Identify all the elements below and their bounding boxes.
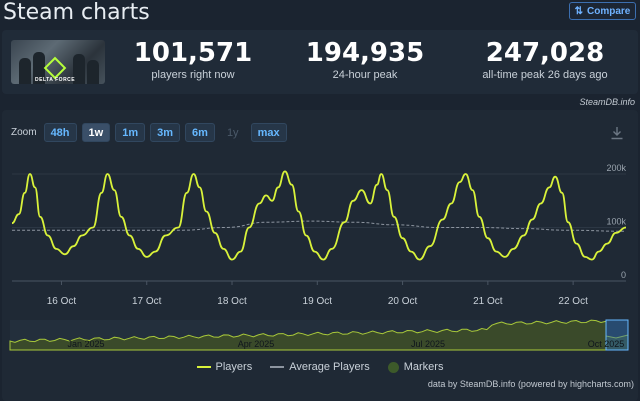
zoom-1y-button: 1y bbox=[226, 126, 239, 139]
game-logo-text: DELTA FORCE bbox=[35, 77, 76, 83]
x-axis: 16 Oct 17 Oct 18 Oct 19 Oct 20 Oct 21 Oct 22 O… bbox=[47, 281, 588, 307]
stat-label: 24-hour peak bbox=[332, 69, 398, 81]
legend-item-markers[interactable]: Markers bbox=[387, 361, 444, 373]
x-tick-label: 16 Oct bbox=[47, 296, 77, 307]
stat-label: all-time peak 26 days ago bbox=[482, 69, 608, 81]
y-tick-label: 200k bbox=[606, 163, 626, 173]
zoom-6m-button[interactable]: 6m bbox=[185, 123, 215, 142]
soldier-figure bbox=[87, 60, 99, 84]
x-tick-label: 18 Oct bbox=[217, 296, 247, 307]
compare-button[interactable]: ⇅ Compare bbox=[569, 2, 636, 20]
steamdb-credit[interactable]: SteamDB.info bbox=[579, 97, 635, 107]
stat-value: 194,935 bbox=[305, 38, 425, 68]
zoom-1m-button[interactable]: 1m bbox=[115, 123, 146, 142]
x-tick-label: 22 Oct bbox=[558, 296, 588, 307]
navigator-tick-label: Jul 2025 bbox=[411, 339, 445, 349]
chart-legend: Players Average Players Markers bbox=[0, 361, 640, 373]
y-tick-label: 0 bbox=[621, 270, 626, 280]
navigator-selection-handle[interactable] bbox=[605, 319, 629, 351]
compare-icon: ⇅ bbox=[574, 5, 584, 17]
zoom-max-button[interactable]: max bbox=[250, 123, 287, 142]
download-icon[interactable] bbox=[610, 126, 624, 140]
page-title: Steam charts bbox=[3, 0, 150, 25]
stat-value: 101,571 bbox=[133, 38, 253, 68]
zoom-controls: Zoom 48h 1w 1m 3m 6m 1y max bbox=[11, 123, 287, 142]
x-tick-label: 17 Oct bbox=[132, 296, 162, 307]
soldier-figure bbox=[33, 52, 45, 84]
legend-line-icon bbox=[270, 366, 285, 368]
zoom-3m-button[interactable]: 3m bbox=[150, 123, 181, 142]
legend-label: Players bbox=[215, 361, 253, 373]
stats-panel: DELTA FORCE 101,571 players right now 19… bbox=[2, 30, 638, 94]
navigator-tick-label: Apr 2025 bbox=[238, 339, 275, 349]
y-axis: 0 100k 200k bbox=[606, 163, 626, 280]
soldier-figure bbox=[73, 54, 85, 84]
legend-item-players[interactable]: Players bbox=[196, 361, 253, 373]
stat-value: 247,028 bbox=[485, 38, 605, 68]
stat-current-players: 101,571 players right now bbox=[123, 38, 263, 81]
y-tick-label: 100k bbox=[606, 217, 626, 227]
x-tick-label: 21 Oct bbox=[473, 296, 503, 307]
navigator-x-axis: Jan 2025 Apr 2025 Jul 2025 Oct 2025 bbox=[67, 339, 624, 349]
legend-line-icon bbox=[196, 366, 211, 368]
zoom-1w-button[interactable]: 1w bbox=[81, 123, 111, 142]
navigator[interactable]: Jan 2025 Apr 2025 Jul 2025 Oct 2025 bbox=[9, 319, 629, 351]
game-thumbnail[interactable]: DELTA FORCE bbox=[11, 40, 105, 84]
compare-label: Compare bbox=[587, 5, 631, 17]
legend-label: Markers bbox=[403, 361, 444, 373]
chart-gridlines bbox=[12, 173, 626, 282]
stat-all-time-peak: 247,028 all-time peak 26 days ago bbox=[465, 38, 625, 81]
data-credit[interactable]: data by SteamDB.info (powered by highcha… bbox=[427, 379, 634, 389]
players-line bbox=[11, 170, 627, 261]
stat-24h-peak: 194,935 24-hour peak bbox=[295, 38, 435, 81]
zoom-48h-button[interactable]: 48h bbox=[43, 123, 77, 142]
soldier-figure bbox=[19, 58, 31, 84]
stat-label: players right now bbox=[151, 69, 235, 81]
navigator-tick-label: Jan 2025 bbox=[67, 339, 104, 349]
chart-panel bbox=[2, 110, 638, 401]
x-tick-label: 20 Oct bbox=[388, 296, 418, 307]
x-tick-label: 19 Oct bbox=[303, 296, 333, 307]
legend-item-average-players[interactable]: Average Players bbox=[270, 361, 370, 373]
legend-dot-icon bbox=[387, 361, 399, 373]
legend-label: Average Players bbox=[289, 361, 370, 373]
navigator-area bbox=[9, 319, 629, 351]
navigator-tick-label: Oct 2025 bbox=[588, 339, 625, 349]
average-players-line bbox=[12, 220, 627, 232]
zoom-label: Zoom bbox=[11, 127, 37, 138]
